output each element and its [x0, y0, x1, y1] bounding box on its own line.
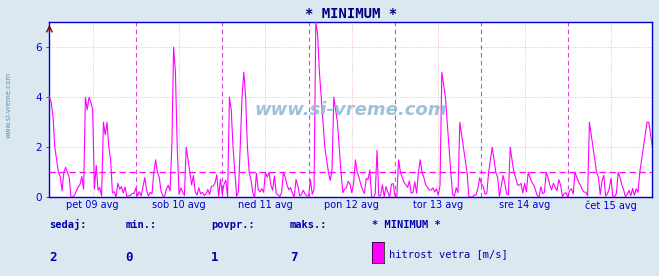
Text: 2: 2 — [49, 251, 57, 264]
Text: 1: 1 — [211, 251, 218, 264]
Text: * MINIMUM *: * MINIMUM * — [372, 220, 441, 230]
Text: www.si-vreme.com: www.si-vreme.com — [5, 72, 11, 138]
Text: povpr.:: povpr.: — [211, 220, 254, 230]
Text: 0: 0 — [125, 251, 132, 264]
Title: * MINIMUM *: * MINIMUM * — [305, 7, 397, 21]
Text: maks.:: maks.: — [290, 220, 328, 230]
Text: www.si-vreme.com: www.si-vreme.com — [254, 101, 447, 119]
Text: min.:: min.: — [125, 220, 156, 230]
Text: sedaj:: sedaj: — [49, 219, 87, 230]
Text: 7: 7 — [290, 251, 297, 264]
Text: hitrost vetra [m/s]: hitrost vetra [m/s] — [389, 249, 507, 259]
